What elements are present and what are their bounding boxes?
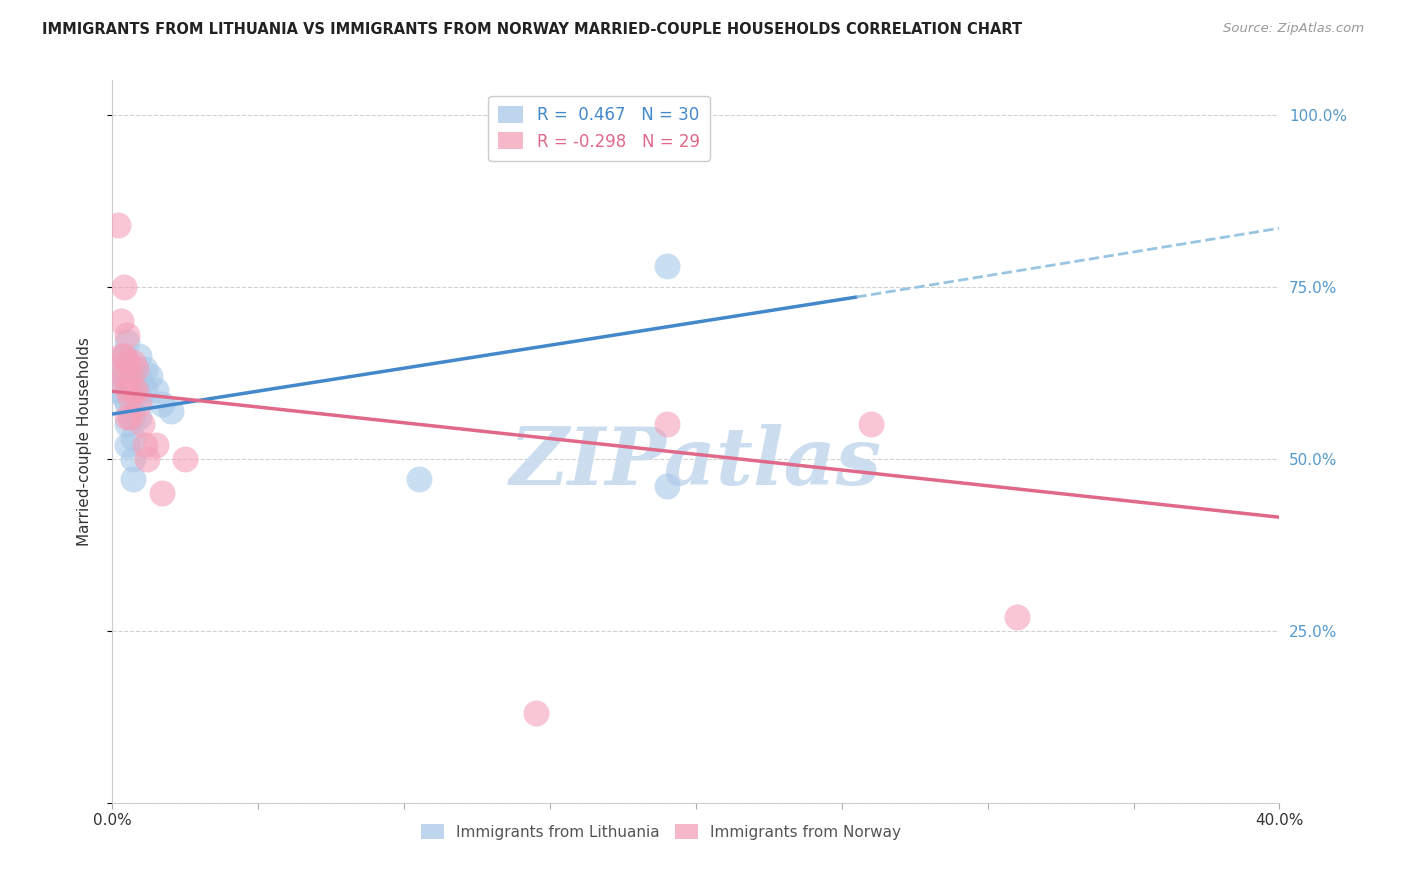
Point	[112, 349, 135, 363]
Point	[134, 383, 156, 397]
Point	[128, 390, 150, 404]
Point	[125, 362, 148, 376]
Point	[860, 417, 883, 432]
Point	[115, 376, 138, 390]
Point	[115, 410, 138, 425]
Point	[115, 327, 138, 342]
Text: IMMIGRANTS FROM LITHUANIA VS IMMIGRANTS FROM NORWAY MARRIED-COUPLE HOUSEHOLDS CO: IMMIGRANTS FROM LITHUANIA VS IMMIGRANTS …	[42, 22, 1022, 37]
Point	[118, 410, 141, 425]
Point	[122, 472, 145, 486]
Point	[115, 438, 138, 452]
Point	[524, 706, 547, 721]
Point	[122, 383, 145, 397]
Point	[110, 314, 132, 328]
Point	[408, 472, 430, 486]
Point	[134, 362, 156, 376]
Point	[1005, 610, 1028, 624]
Point	[131, 417, 153, 432]
Point	[115, 417, 138, 432]
Point	[118, 369, 141, 384]
Point	[128, 410, 150, 425]
Point	[122, 410, 145, 425]
Point	[128, 349, 150, 363]
Point	[122, 355, 145, 369]
Y-axis label: Married-couple Households: Married-couple Households	[77, 337, 91, 546]
Point	[112, 390, 135, 404]
Point	[115, 383, 138, 397]
Point	[107, 218, 129, 232]
Point	[125, 383, 148, 397]
Point	[655, 479, 678, 493]
Point	[104, 369, 127, 384]
Point	[128, 369, 150, 384]
Point	[115, 334, 138, 349]
Point	[104, 362, 127, 376]
Point	[134, 438, 156, 452]
Point	[122, 431, 145, 445]
Point	[150, 486, 173, 500]
Point	[160, 403, 183, 417]
Point	[655, 259, 678, 273]
Point	[115, 397, 138, 411]
Text: Source: ZipAtlas.com: Source: ZipAtlas.com	[1223, 22, 1364, 36]
Point	[110, 349, 132, 363]
Point	[122, 390, 145, 404]
Legend: Immigrants from Lithuania, Immigrants from Norway: Immigrants from Lithuania, Immigrants fr…	[415, 818, 907, 846]
Point	[139, 369, 162, 384]
Point	[655, 417, 678, 432]
Point	[145, 383, 167, 397]
Point	[128, 397, 150, 411]
Point	[112, 279, 135, 293]
Point	[112, 369, 135, 384]
Point	[115, 355, 138, 369]
Point	[112, 349, 135, 363]
Point	[118, 390, 141, 404]
Point	[122, 451, 145, 466]
Point	[115, 355, 138, 369]
Point	[145, 438, 167, 452]
Point	[136, 451, 159, 466]
Point	[150, 397, 173, 411]
Point	[112, 369, 135, 384]
Point	[122, 369, 145, 384]
Point	[104, 383, 127, 397]
Point	[174, 451, 197, 466]
Text: ZIPatlas: ZIPatlas	[510, 425, 882, 502]
